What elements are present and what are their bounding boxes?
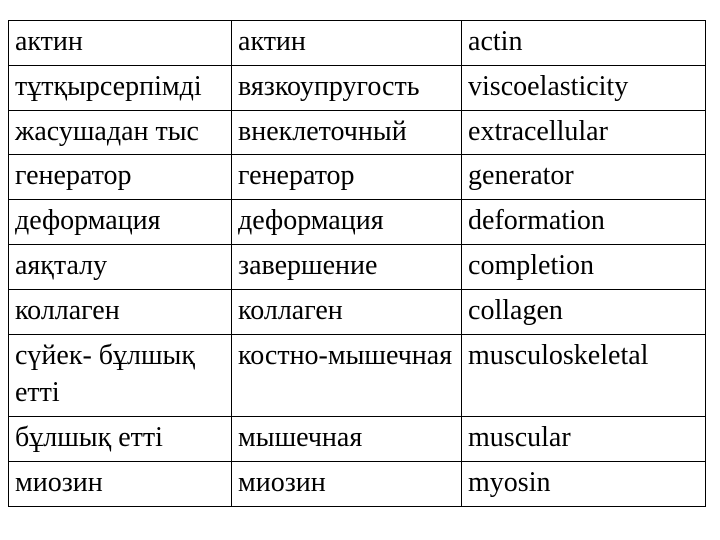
table-row: бұлшық етті мышечная muscular [9,417,706,462]
cell-kazakh: жасушадан тыс [9,110,232,155]
cell-russian: деформация [232,200,462,245]
cell-kazakh: генератор [9,155,232,200]
cell-kazakh: сүйек- бұлшық етті [9,334,232,417]
cell-kazakh: актин [9,21,232,66]
cell-english: musculoskeletal [462,334,706,417]
table-row: генератор генератор generator [9,155,706,200]
cell-russian: завершение [232,244,462,289]
cell-russian: коллаген [232,289,462,334]
table-row: актин актин actin [9,21,706,66]
cell-english: muscular [462,417,706,462]
table-row: коллаген коллаген collagen [9,289,706,334]
table-row: аяқталу завершение completion [9,244,706,289]
cell-kazakh: аяқталу [9,244,232,289]
table-row: сүйек- бұлшық етті костно-мышечная muscu… [9,334,706,417]
cell-russian: внеклеточный [232,110,462,155]
cell-english: deformation [462,200,706,245]
cell-english: collagen [462,289,706,334]
cell-russian: миозин [232,461,462,506]
cell-russian: костно-мышечная [232,334,462,417]
table-row: деформация деформация deformation [9,200,706,245]
cell-kazakh: деформация [9,200,232,245]
page-content: актин актин actin тұтқырсерпімді вязкоуп… [0,0,720,507]
cell-english: myosin [462,461,706,506]
cell-english: completion [462,244,706,289]
table-row: миозин миозин myosin [9,461,706,506]
cell-kazakh: тұтқырсерпімді [9,65,232,110]
glossary-table: актин актин actin тұтқырсерпімді вязкоуп… [8,20,706,507]
cell-kazakh: миозин [9,461,232,506]
cell-english: extracellular [462,110,706,155]
cell-russian: актин [232,21,462,66]
cell-russian: мышечная [232,417,462,462]
cell-english: viscoelasticity [462,65,706,110]
cell-kazakh: бұлшық етті [9,417,232,462]
cell-english: actin [462,21,706,66]
cell-russian: генератор [232,155,462,200]
cell-kazakh: коллаген [9,289,232,334]
cell-russian: вязкоупругость [232,65,462,110]
table-row: тұтқырсерпімді вязкоупругость viscoelast… [9,65,706,110]
table-row: жасушадан тыс внеклеточный extracellular [9,110,706,155]
cell-english: generator [462,155,706,200]
